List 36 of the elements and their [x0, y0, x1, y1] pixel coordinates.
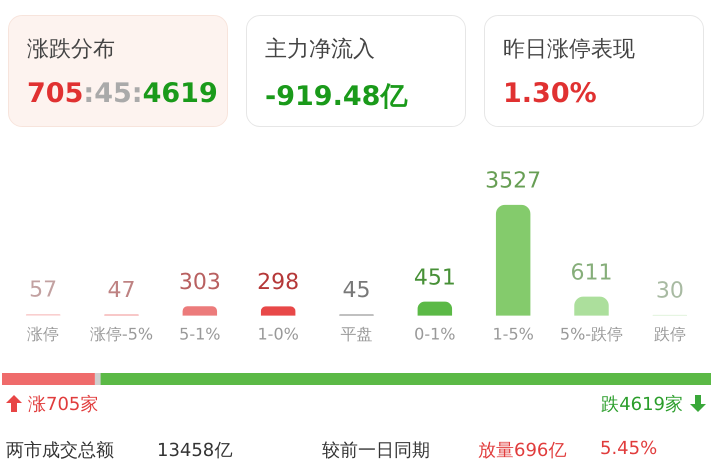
- data-label: 3527: [485, 168, 542, 194]
- text: 较前一日同期: [322, 439, 430, 462]
- x-tick-label: 涨停: [27, 324, 60, 344]
- x-tick-label: 跌停: [654, 324, 686, 344]
- x-tick-label: 0-1%: [414, 324, 456, 344]
- data-label: 451: [414, 265, 456, 290]
- data-label: 303: [178, 270, 221, 295]
- data-label: 45: [342, 278, 370, 304]
- bar: [182, 306, 218, 316]
- text: 涨跌分布: [27, 36, 116, 64]
- data-label: 611: [570, 260, 612, 286]
- bar: [574, 296, 609, 316]
- data-label: 30: [656, 278, 684, 304]
- text: 1.30%: [503, 78, 598, 109]
- bar: [496, 204, 530, 316]
- x-tick-label: 1-0%: [257, 324, 299, 344]
- x-tick-label: 平盘: [340, 324, 372, 344]
- data-label: 47: [108, 278, 136, 304]
- data-label: 57: [29, 278, 58, 303]
- x-tick-label: 涨停-5%: [90, 324, 154, 344]
- bar: [418, 302, 452, 316]
- text: 主力净流入: [265, 36, 376, 64]
- text: 5.45%: [600, 438, 658, 459]
- text: 涨705家: [28, 393, 98, 416]
- data-label: 298: [257, 270, 300, 296]
- text: 705:45:4619: [27, 78, 218, 109]
- x-tick-label: 5%-跌停: [560, 324, 624, 344]
- text: 昨日涨停表现: [503, 36, 636, 64]
- text: 放量696亿: [478, 439, 566, 462]
- x-tick-label: 1-5%: [492, 324, 534, 344]
- bar: [260, 306, 296, 316]
- text: 跌4619家: [601, 393, 683, 416]
- text: 13458亿: [157, 439, 232, 462]
- text: 两市成交总额: [6, 439, 114, 462]
- text: -919.48亿: [265, 80, 408, 114]
- x-tick-label: 5-1%: [179, 324, 221, 344]
